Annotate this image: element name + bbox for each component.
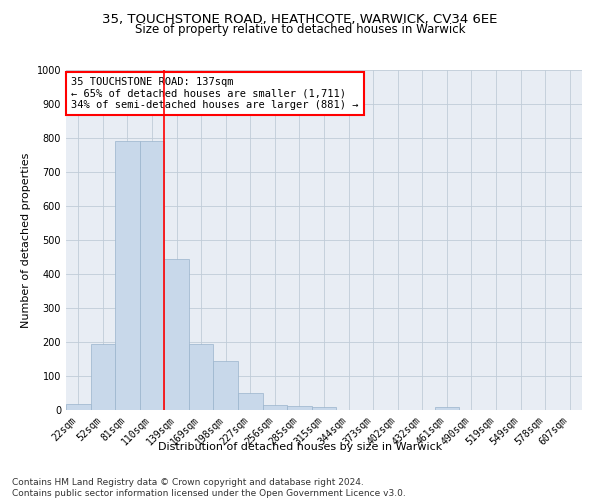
- Bar: [91, 344, 115, 410]
- Bar: [287, 406, 312, 410]
- Bar: [164, 258, 189, 410]
- Text: Distribution of detached houses by size in Warwick: Distribution of detached houses by size …: [158, 442, 442, 452]
- Bar: [66, 404, 91, 410]
- Text: 35 TOUCHSTONE ROAD: 137sqm
← 65% of detached houses are smaller (1,711)
34% of s: 35 TOUCHSTONE ROAD: 137sqm ← 65% of deta…: [71, 77, 359, 110]
- Text: 35, TOUCHSTONE ROAD, HEATHCOTE, WARWICK, CV34 6EE: 35, TOUCHSTONE ROAD, HEATHCOTE, WARWICK,…: [103, 12, 497, 26]
- Bar: [238, 393, 263, 410]
- Bar: [140, 142, 164, 410]
- Bar: [312, 406, 336, 410]
- Bar: [214, 360, 238, 410]
- Bar: [189, 344, 214, 410]
- Text: Size of property relative to detached houses in Warwick: Size of property relative to detached ho…: [135, 22, 465, 36]
- Bar: [115, 142, 140, 410]
- Bar: [263, 405, 287, 410]
- Bar: [434, 408, 459, 410]
- Y-axis label: Number of detached properties: Number of detached properties: [21, 152, 31, 328]
- Text: Contains HM Land Registry data © Crown copyright and database right 2024.
Contai: Contains HM Land Registry data © Crown c…: [12, 478, 406, 498]
